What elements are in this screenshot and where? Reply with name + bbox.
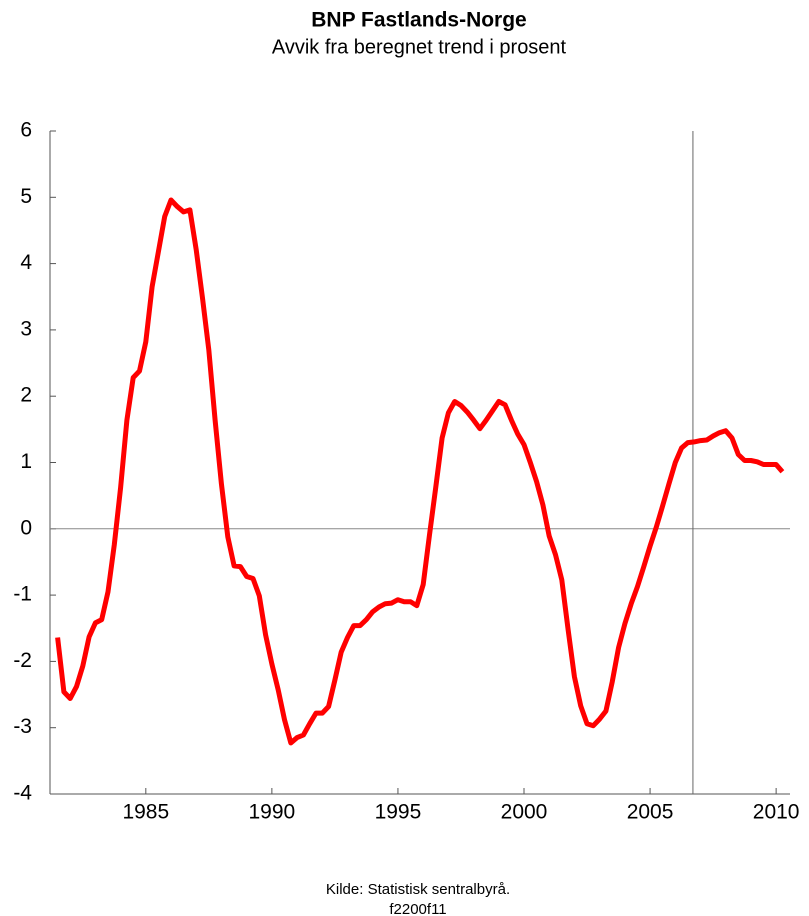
x-tick-label: 2000 [501,801,548,824]
x-tick-label: 2010 [753,801,800,824]
y-tick-label: 2 [20,384,32,407]
y-tick-label: 5 [20,185,32,208]
y-tick-label: -4 [13,782,32,805]
y-tick-label: 6 [20,119,32,142]
y-tick-label: 3 [20,317,32,340]
y-tick-label: 4 [20,251,32,274]
x-tick-label: 2005 [627,801,674,824]
y-tick-label: -1 [13,583,32,606]
line-series [55,197,785,746]
chart-subtitle: Avvik fra beregnet trend i prosent [272,36,567,58]
y-tick-label: 0 [20,516,32,539]
y-tick-label: -2 [13,649,32,672]
x-tick-label: 1990 [249,801,296,824]
chart-title: BNP Fastlands-Norge [311,9,527,32]
code: f2200f11 [389,901,446,916]
x-tick-label: 1995 [375,801,422,824]
y-tick-label: -3 [13,715,32,738]
x-tick-label: 1985 [122,801,169,824]
source: Kilde: Statistisk sentralbyrå. [326,881,510,898]
y-tick-label: 1 [20,450,32,473]
